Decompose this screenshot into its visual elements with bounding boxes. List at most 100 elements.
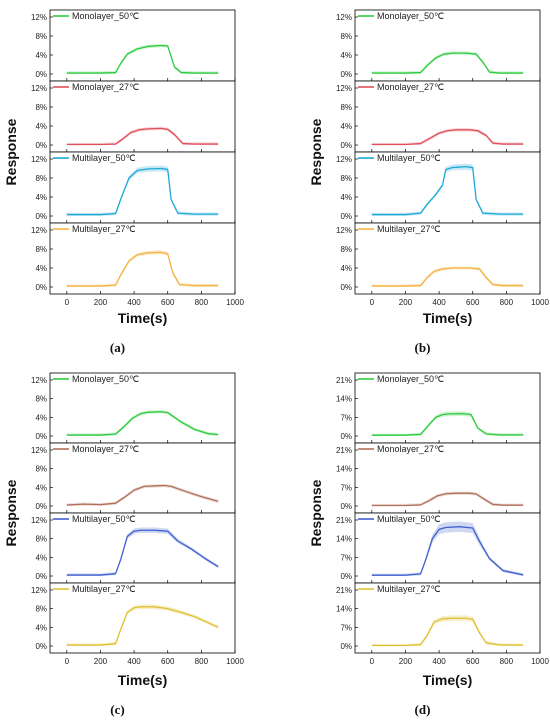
x-tick-label: 200 xyxy=(399,657,413,666)
x-tick-label: 400 xyxy=(127,298,141,307)
subplot: 0% 4% 8% 12% Multilayer_50℃ xyxy=(31,512,236,584)
legend-label: Multilayer_27℃ xyxy=(377,584,441,594)
y-tick-label: 0% xyxy=(340,572,352,581)
legend-label: Multilayer_27℃ xyxy=(377,224,441,234)
y-tick-label: 12% xyxy=(31,376,47,385)
legend-label: Multilayer_50℃ xyxy=(72,153,136,163)
subplot-frame xyxy=(354,151,541,224)
chart-panel-c: 0% 4% 8% 12% Monolayer_50℃ 0% 4% 8% 12% Monolayer… xyxy=(3,372,244,717)
y-tick-label: 8% xyxy=(35,103,47,112)
series-band xyxy=(371,128,524,145)
subplot-frame xyxy=(354,222,541,295)
legend-label: Multilayer_27℃ xyxy=(72,584,136,594)
x-tick-label: 200 xyxy=(94,657,108,666)
series-line xyxy=(66,484,219,506)
y-tick-label: 12% xyxy=(336,226,352,235)
y-tick-label: 8% xyxy=(340,174,352,183)
x-tick-label: 0 xyxy=(65,657,70,666)
y-tick-label: 8% xyxy=(35,32,47,41)
y-tick-label: 14% xyxy=(336,395,352,404)
x-tick-label: 1000 xyxy=(226,657,244,666)
series-line xyxy=(371,129,524,146)
series-band xyxy=(66,410,219,436)
y-tick-label: 4% xyxy=(340,193,352,202)
y-tick-label: 4% xyxy=(35,264,47,273)
x-tick-label: 800 xyxy=(500,657,514,666)
y-tick-label: 21% xyxy=(336,586,352,595)
series-line xyxy=(371,267,524,287)
y-tick-label: 0% xyxy=(340,432,352,441)
y-tick-label: 4% xyxy=(340,51,352,60)
x-tick-label: 600 xyxy=(466,657,480,666)
series-band xyxy=(371,521,524,576)
subplot: 0% 4% 8% 12% Monolayer_50℃ xyxy=(336,9,541,82)
y-tick-label: 8% xyxy=(35,174,47,183)
subplot: 0% 7% 14% 21% Monolayer_50℃ xyxy=(336,372,541,444)
y-tick-label: 7% xyxy=(340,623,352,632)
y-axis-title: Response xyxy=(3,118,19,185)
legend-label: Monolayer_50℃ xyxy=(377,11,444,21)
y-axis-title: Response xyxy=(308,118,324,185)
y-tick-label: 4% xyxy=(35,51,47,60)
y-tick-label: 8% xyxy=(340,103,352,112)
subplot: 0% 4% 8% 12% Multilayer_27℃ xyxy=(336,222,541,295)
subplot-frame xyxy=(49,372,236,444)
legend-label: Multilayer_50℃ xyxy=(377,153,441,163)
panel-label: (d) xyxy=(415,702,431,717)
y-tick-label: 0% xyxy=(35,502,47,511)
subplot-frame xyxy=(49,9,236,82)
subplot-frame xyxy=(49,582,236,654)
series-line xyxy=(66,167,219,216)
y-tick-label: 12% xyxy=(31,586,47,595)
x-axis-title: Time(s) xyxy=(423,310,473,326)
series-line xyxy=(371,492,524,507)
subplot: 0% 4% 8% 12% Multilayer_50℃ xyxy=(336,151,541,224)
subplot: 0% 4% 8% 12% Multilayer_27℃ xyxy=(31,582,236,654)
subplot: 0% 4% 8% 12% Monolayer_27℃ xyxy=(31,80,236,153)
y-tick-label: 4% xyxy=(340,264,352,273)
series-line xyxy=(66,44,219,74)
legend-label: Multilayer_50℃ xyxy=(377,514,441,524)
y-tick-label: 0% xyxy=(340,212,352,221)
y-tick-label: 4% xyxy=(35,122,47,131)
subplot: 0% 7% 14% 21% Multilayer_50℃ xyxy=(336,512,541,584)
y-axis-title: Response xyxy=(308,479,324,546)
y-tick-label: 21% xyxy=(336,516,352,525)
y-tick-label: 8% xyxy=(35,535,47,544)
x-axis-title: Time(s) xyxy=(118,672,168,688)
x-tick-label: 1000 xyxy=(531,657,549,666)
x-axis-title: Time(s) xyxy=(423,672,473,688)
legend-label: Monolayer_50℃ xyxy=(377,374,444,384)
y-tick-label: 21% xyxy=(336,446,352,455)
subplot-frame xyxy=(49,80,236,153)
subplot: 0% 7% 14% 21% Multilayer_27℃ xyxy=(336,582,541,654)
subplot: 0% 7% 14% 21% Monolayer_27℃ xyxy=(336,442,541,514)
y-tick-label: 0% xyxy=(35,141,47,150)
y-tick-label: 7% xyxy=(340,553,352,562)
x-tick-label: 800 xyxy=(195,657,209,666)
x-tick-label: 200 xyxy=(94,298,108,307)
panel-label: (b) xyxy=(415,340,431,355)
y-tick-label: 4% xyxy=(340,122,352,131)
x-tick-label: 0 xyxy=(65,298,70,307)
y-tick-label: 0% xyxy=(340,141,352,150)
subplot-frame xyxy=(49,222,236,295)
series-line xyxy=(371,526,524,576)
series-line xyxy=(66,127,219,146)
subplot: 0% 4% 8% 12% Monolayer_50℃ xyxy=(31,9,236,82)
legend-label: Monolayer_27℃ xyxy=(377,82,444,92)
y-tick-label: 12% xyxy=(31,516,47,525)
series-band xyxy=(371,411,524,436)
series-line xyxy=(371,52,524,74)
y-tick-label: 7% xyxy=(340,483,352,492)
x-tick-label: 600 xyxy=(161,657,175,666)
subplot: 0% 4% 8% 12% Monolayer_50℃ xyxy=(31,372,236,444)
legend-label: Multilayer_27℃ xyxy=(72,224,136,234)
y-tick-label: 0% xyxy=(340,70,352,79)
y-tick-label: 0% xyxy=(35,642,47,651)
x-tick-label: 600 xyxy=(161,298,175,307)
series-line xyxy=(66,529,219,576)
chart-panel-d: 0% 7% 14% 21% Monolayer_50℃ 0% 7% 14% 21% Monolay… xyxy=(308,372,549,717)
chart-panel-b: 0% 4% 8% 12% Monolayer_50℃ 0% 4% 8% 12% Monolayer… xyxy=(308,9,549,355)
